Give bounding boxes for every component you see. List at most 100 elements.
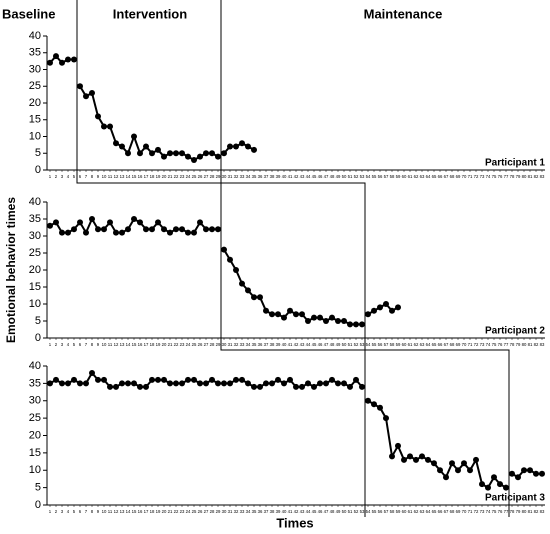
data-point: [359, 383, 365, 390]
x-tick-label: 45: [312, 342, 317, 347]
data-point: [299, 311, 305, 318]
data-point: [155, 219, 161, 226]
data-point: [149, 150, 155, 157]
data-point: [473, 456, 479, 463]
x-tick-label: 82: [534, 509, 539, 514]
y-tick-label: 30: [29, 395, 41, 407]
x-tick-label: 47: [324, 174, 329, 179]
data-point: [113, 229, 119, 236]
x-tick-label: 4: [67, 342, 70, 347]
phase-label: Baseline: [2, 6, 55, 21]
x-tick-label: 50: [342, 342, 347, 347]
data-point: [191, 376, 197, 383]
y-tick-label: 40: [29, 30, 41, 42]
x-tick-label: 34: [246, 174, 251, 179]
data-point: [407, 453, 413, 460]
data-point: [71, 226, 77, 233]
x-tick-label: 11: [108, 174, 113, 179]
x-tick-label: 34: [246, 342, 251, 347]
x-tick-label: 30: [222, 174, 227, 179]
y-tick-label: 20: [29, 429, 41, 441]
x-tick-label: 10: [102, 342, 107, 347]
x-tick-label: 36: [258, 342, 263, 347]
x-tick-label: 20: [162, 174, 167, 179]
data-point: [467, 467, 473, 474]
x-tick-label: 79: [516, 174, 521, 179]
x-tick-label: 26: [198, 174, 203, 179]
x-tick-label: 36: [258, 174, 263, 179]
data-point: [65, 56, 71, 63]
x-tick-label: 33: [240, 174, 245, 179]
data-point: [245, 380, 251, 387]
x-tick-label: 45: [312, 174, 317, 179]
x-tick-label: 16: [138, 509, 143, 514]
data-point: [95, 226, 101, 233]
data-point: [479, 481, 485, 488]
x-tick-label: 48: [330, 342, 335, 347]
data-point: [359, 321, 365, 328]
y-tick-label: 40: [29, 196, 41, 208]
data-point: [413, 456, 419, 463]
x-tick-label: 47: [324, 342, 329, 347]
x-tick-label: 31: [228, 509, 233, 514]
x-tick-label: 47: [324, 509, 329, 514]
x-tick-label: 80: [522, 342, 527, 347]
x-tick-label: 78: [510, 342, 515, 347]
data-point: [83, 380, 89, 387]
x-tick-label: 27: [204, 342, 209, 347]
data-point: [377, 304, 383, 311]
data-point: [323, 380, 329, 387]
x-tick-label: 21: [168, 509, 173, 514]
data-point: [245, 287, 251, 294]
data-point: [191, 156, 197, 163]
data-point: [53, 53, 59, 60]
x-tick-label: 38: [270, 509, 275, 514]
x-tick-label: 25: [192, 342, 197, 347]
x-tick-label: 25: [192, 509, 197, 514]
x-tick-label: 9: [97, 509, 100, 514]
x-tick-label: 64: [426, 342, 431, 347]
x-tick-label: 15: [132, 174, 137, 179]
data-point: [449, 460, 455, 467]
x-tick-label: 29: [216, 342, 221, 347]
data-point: [197, 219, 203, 226]
x-tick-label: 76: [498, 509, 503, 514]
x-tick-label: 26: [198, 342, 203, 347]
x-tick-label: 21: [168, 342, 173, 347]
x-tick-label: 72: [474, 342, 479, 347]
x-tick-label: 54: [366, 174, 371, 179]
data-point: [401, 456, 407, 463]
x-tick-label: 7: [85, 509, 88, 514]
x-tick-label: 26: [198, 509, 203, 514]
x-tick-label: 82: [534, 342, 539, 347]
x-tick-label: 1: [49, 509, 52, 514]
data-point: [95, 376, 101, 383]
x-tick-label: 31: [228, 174, 233, 179]
x-tick-label: 8: [91, 174, 94, 179]
x-tick-label: 12: [114, 174, 119, 179]
data-point: [341, 380, 347, 387]
x-tick-label: 64: [426, 174, 431, 179]
data-point: [425, 456, 431, 463]
x-tick-label: 52: [354, 342, 359, 347]
y-tick-label: 25: [29, 247, 41, 259]
data-point: [239, 140, 245, 147]
x-tick-label: 4: [67, 174, 70, 179]
x-tick-label: 44: [306, 342, 311, 347]
data-point: [131, 133, 137, 140]
series-line: [223, 249, 362, 326]
data-point: [227, 256, 233, 263]
x-tick-label: 27: [204, 174, 209, 179]
x-tick-label: 16: [138, 174, 143, 179]
data-point: [59, 380, 65, 387]
x-tick-label: 70: [462, 342, 467, 347]
x-tick-label: 15: [132, 342, 137, 347]
x-tick-label: 17: [144, 174, 149, 179]
x-tick-label: 61: [408, 342, 413, 347]
x-tick-label: 27: [204, 509, 209, 514]
y-tick-label: 15: [29, 114, 41, 126]
x-tick-label: 66: [438, 174, 443, 179]
data-point: [89, 369, 95, 376]
x-tick-label: 28: [210, 509, 215, 514]
x-tick-label: 44: [306, 509, 311, 514]
